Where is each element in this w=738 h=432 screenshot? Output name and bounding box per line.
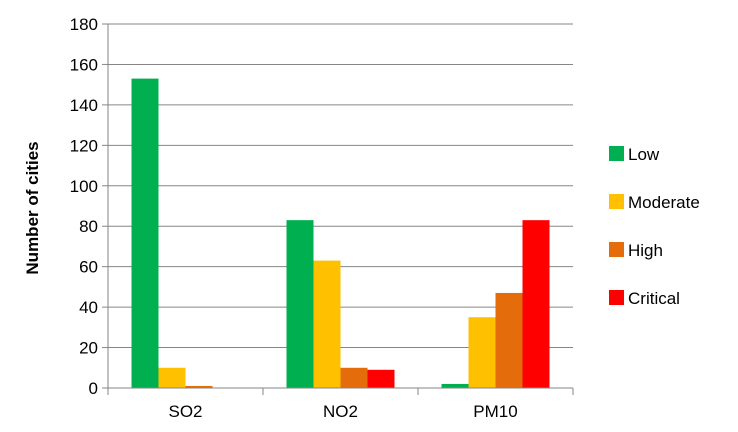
legend-swatch-moderate — [609, 194, 624, 209]
y-tick-label: 100 — [70, 177, 98, 196]
y-tick-label: 0 — [89, 379, 98, 398]
y-tick-label: 40 — [79, 298, 98, 317]
x-tick-labels: SO2 NO2 PM10 — [168, 402, 517, 421]
y-tick-label: 20 — [79, 339, 98, 358]
x-tick-label: NO2 — [323, 402, 358, 421]
legend: Low Moderate High Critical — [609, 145, 700, 308]
bar-high-no2 — [341, 368, 368, 388]
legend-label-critical: Critical — [628, 289, 680, 308]
bar-moderate-pm10 — [469, 317, 496, 388]
y-tick-label: 60 — [79, 258, 98, 277]
x-tick-label: SO2 — [168, 402, 202, 421]
bar-critical-pm10 — [523, 220, 550, 388]
bar-moderate-no2 — [314, 261, 341, 388]
bars — [132, 79, 550, 388]
y-tick-label: 140 — [70, 96, 98, 115]
bar-critical-no2 — [368, 370, 395, 388]
legend-swatch-high — [609, 242, 624, 257]
y-tick-label: 180 — [70, 15, 98, 34]
y-tick-label: 80 — [79, 217, 98, 236]
legend-label-low: Low — [628, 145, 660, 164]
bar-low-no2 — [287, 220, 314, 388]
legend-swatch-critical — [609, 290, 624, 305]
bar-low-pm10 — [442, 384, 469, 388]
x-tick-label: PM10 — [473, 402, 517, 421]
y-axis-title: Number of cities — [23, 141, 42, 274]
y-tick-labels: 0 20 40 60 80 100 120 140 160 180 — [70, 15, 98, 398]
bar-low-so2 — [132, 79, 159, 388]
legend-swatch-low — [609, 146, 624, 161]
bar-moderate-so2 — [159, 368, 186, 388]
y-tick-label: 120 — [70, 136, 98, 155]
legend-label-high: High — [628, 241, 663, 260]
y-tick-label: 160 — [70, 55, 98, 74]
bar-high-pm10 — [496, 293, 523, 388]
legend-label-moderate: Moderate — [628, 193, 700, 212]
